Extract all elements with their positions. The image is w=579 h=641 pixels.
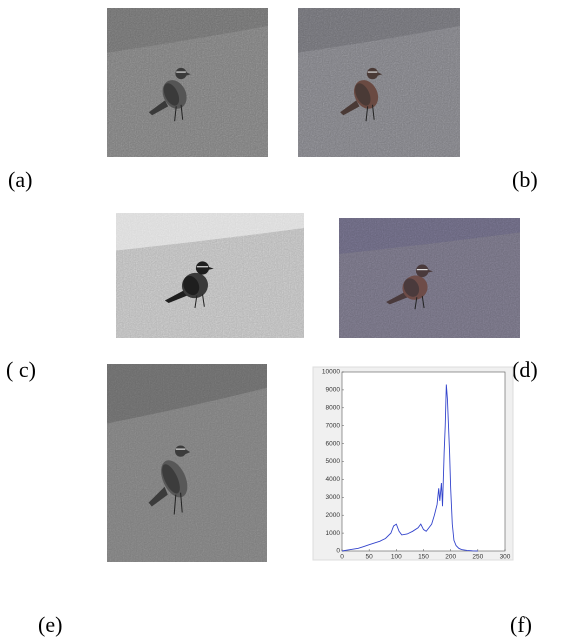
x-tick-label: 300 [500, 554, 511, 561]
bird-wing [163, 83, 180, 106]
bird-wing [183, 275, 200, 296]
x-tick-label: 150 [418, 554, 429, 561]
bird-leg [173, 494, 177, 515]
bird-leg [194, 295, 198, 309]
photo-grain [107, 364, 267, 562]
photo-grain [107, 8, 268, 157]
bird-leg [372, 104, 375, 120]
photo [107, 8, 268, 157]
bird-head [195, 261, 210, 275]
bird-head [366, 67, 379, 80]
bird-beak [185, 449, 191, 455]
bird-leg [201, 294, 205, 307]
panel-label: (d) [512, 357, 538, 382]
bird-beak [185, 72, 191, 76]
bird-tail [148, 486, 168, 507]
y-tick-label: 4000 [326, 476, 341, 483]
bird-head [415, 264, 429, 278]
bird-leg [180, 492, 183, 513]
bird-head [175, 67, 187, 80]
plot-area [341, 371, 506, 552]
bird-beak [377, 72, 383, 76]
bird-head [175, 445, 187, 457]
panel-label: (f) [510, 612, 532, 637]
x-tick-label: 250 [472, 554, 483, 561]
bird-wing [162, 464, 180, 494]
bird-wing [355, 83, 371, 106]
bird-tail [340, 100, 360, 116]
x-tick-label: 50 [366, 554, 374, 561]
y-tick-label: 6000 [326, 440, 341, 447]
bird-tail [386, 292, 408, 305]
bird-leg [421, 295, 425, 309]
x-tick-label: 0 [340, 554, 344, 561]
y-tick-label: 1000 [326, 530, 341, 537]
y-tick-label: 8000 [326, 405, 341, 412]
bird-wing [403, 278, 420, 297]
y-tick-label: 3000 [326, 494, 341, 501]
bird-leg [365, 106, 369, 122]
bird-leg [174, 106, 177, 122]
y-tick-label: 10000 [322, 369, 340, 376]
y-tick-label: 5000 [326, 458, 341, 465]
x-tick-label: 200 [445, 554, 456, 561]
y-tick-label: 7000 [326, 422, 341, 429]
photo-grain [116, 213, 304, 338]
histogram-line [341, 384, 478, 552]
bird-tail [148, 100, 169, 116]
photo-grain [298, 8, 460, 157]
photo [339, 218, 520, 338]
bird-leg [180, 104, 184, 120]
bird-tail [164, 290, 188, 303]
y-tick-label: 2000 [326, 512, 341, 519]
y-tick-label: 0 [336, 548, 340, 555]
panel-label: (e) [38, 612, 62, 637]
photo [107, 364, 267, 562]
panel-label: (b) [512, 167, 538, 192]
panel-label: (a) [8, 167, 32, 192]
photo [116, 213, 304, 338]
photo [298, 8, 460, 157]
photo-grain [339, 218, 520, 338]
y-tick-label: 9000 [326, 387, 341, 394]
panel-label: ( c) [6, 357, 36, 382]
bird-leg [414, 297, 418, 310]
bird-beak [208, 266, 214, 270]
x-tick-label: 100 [391, 554, 402, 561]
bird-beak [427, 269, 434, 273]
